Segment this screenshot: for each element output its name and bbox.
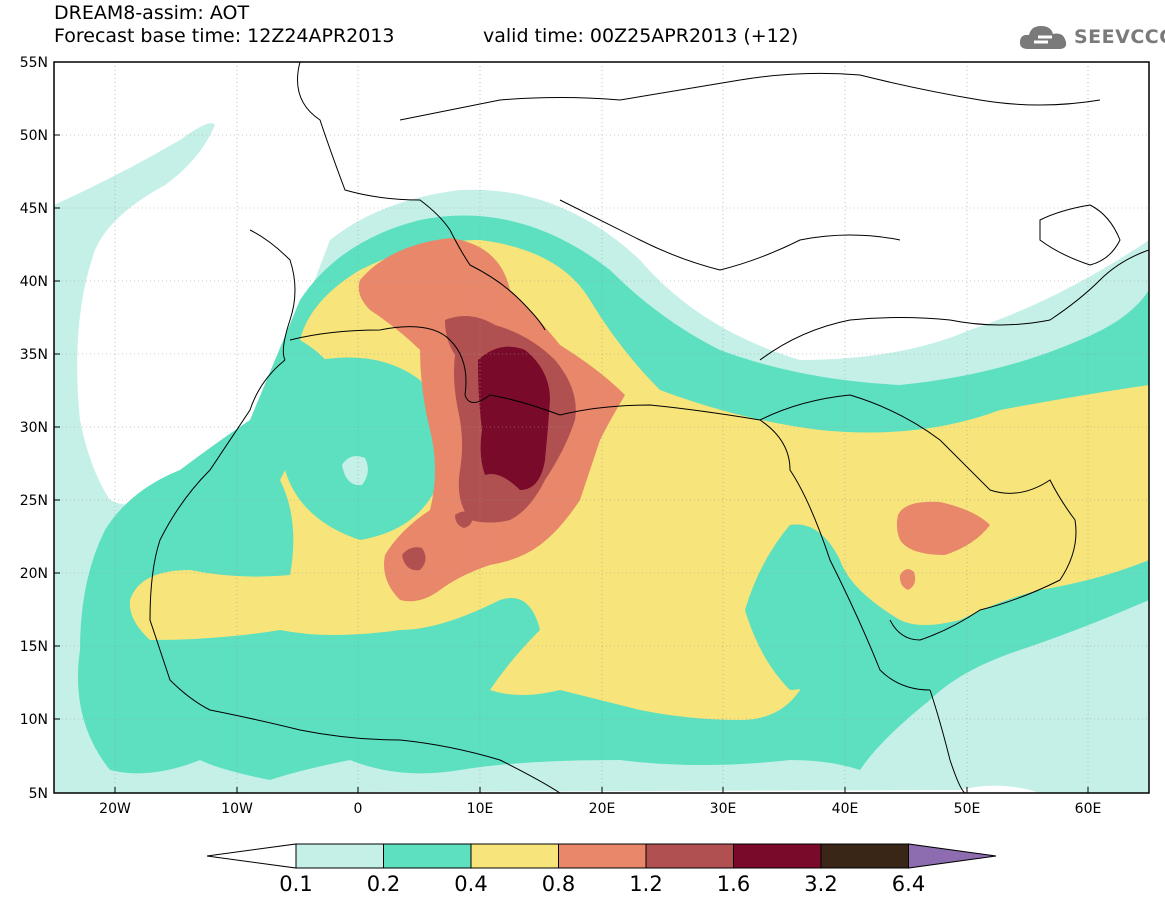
colorbar-label: 0.1 <box>279 872 313 896</box>
lon-label: 60E <box>1075 801 1102 817</box>
lon-label: 30E <box>710 801 737 817</box>
colorbar-label: 0.4 <box>454 872 488 896</box>
lat-label: 50N <box>20 128 48 144</box>
cloud-icon <box>1019 26 1067 49</box>
lat-label: 40N <box>20 274 48 290</box>
lat-labels: 55N 50N 45N 40N 35N 30N 25N 20N 15N 10N … <box>20 55 48 802</box>
colorbar-segment <box>470 843 559 869</box>
colorbar-under-arrow <box>206 843 297 869</box>
colorbar-label: 0.8 <box>541 872 576 896</box>
colorbar-segment <box>558 843 647 869</box>
logo-text: SEEVCCC <box>1074 26 1165 48</box>
aot-contour-1.2-small-b <box>455 511 473 528</box>
aot-contour-0.4 <box>129 240 1149 720</box>
colorbar-segment <box>820 843 909 869</box>
lon-label: 40E <box>832 801 859 817</box>
lat-label: 20N <box>20 566 48 582</box>
aot-contour-0.2-patch <box>285 357 443 540</box>
lat-label: 15N <box>20 639 48 655</box>
colorbar-segment <box>645 843 734 869</box>
aot-contour-0.8-arabia-small <box>899 569 916 590</box>
aot-contour-1.6 <box>478 346 550 490</box>
tick-marks <box>54 61 1089 794</box>
lon-label: 0 <box>354 801 363 817</box>
lon-label: 10E <box>467 801 494 817</box>
lat-label: 25N <box>20 493 48 509</box>
lon-labels: 20W 10W 0 10E 20E 30E 40E 50E 60E <box>99 801 1101 817</box>
aot-contour-1.2-small <box>402 547 426 571</box>
lon-label: 10W <box>221 801 253 817</box>
colorbar-segment <box>295 843 384 869</box>
lon-label: 20E <box>589 801 616 817</box>
coastlines <box>149 62 1149 793</box>
aot-contour-0.2-east <box>745 525 854 690</box>
map-title: DREAM8-assim: AOT <box>54 2 250 24</box>
aot-contour-0.1-patch <box>342 456 368 486</box>
colorbar-segment <box>383 843 472 869</box>
colorbar-label: 3.2 <box>804 872 838 896</box>
lon-label: 50E <box>954 801 981 817</box>
lat-label: 35N <box>20 347 48 363</box>
seevccc-logo: SEEVCCC <box>1018 20 1165 54</box>
graticule <box>54 62 1149 793</box>
lon-label: 20W <box>99 801 131 817</box>
valid-time: valid time: 00Z25APR2013 (+12) <box>483 25 799 47</box>
colorbar-label: 0.2 <box>366 872 401 896</box>
colorbar <box>206 843 997 869</box>
colorbar-segment <box>733 843 822 869</box>
lat-label: 55N <box>20 55 48 71</box>
colorbar-label: 6.4 <box>891 872 926 896</box>
lat-label: 30N <box>20 420 48 436</box>
forecast-base-time: Forecast base time: 12Z24APR2013 <box>54 25 395 47</box>
lat-label: 10N <box>20 712 48 728</box>
lat-label: 5N <box>29 786 48 802</box>
colorbar-label: 1.6 <box>716 872 751 896</box>
colorbar-over-arrow <box>908 843 997 869</box>
aot-contours <box>54 123 1149 793</box>
lat-label: 45N <box>20 201 48 217</box>
colorbar-label: 1.2 <box>629 872 663 896</box>
aot-contour-0.8-arabia <box>896 501 990 555</box>
